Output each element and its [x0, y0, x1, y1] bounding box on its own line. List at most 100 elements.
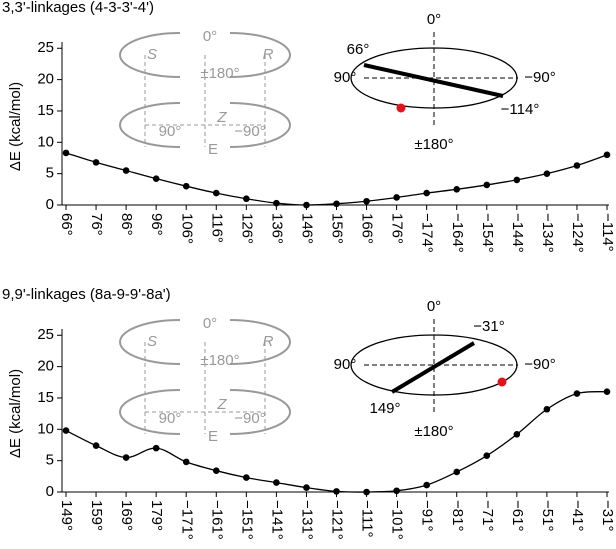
data-point	[423, 481, 430, 489]
data-point	[393, 487, 400, 495]
data-point	[182, 182, 190, 190]
data-point	[453, 186, 461, 193]
cylinder-top	[119, 32, 291, 78]
dial-bar-label: −114°	[501, 101, 540, 118]
data-point	[303, 484, 310, 491]
x-tick-label: −151°	[238, 500, 255, 540]
data-point	[363, 488, 370, 496]
x-tick-label: 136°	[268, 213, 285, 244]
cylinder-label: 90°	[159, 410, 182, 427]
chart-title: 3,3'-linkages (4-3-3'-4')	[2, 0, 154, 16]
dial-bar	[390, 341, 476, 394]
dial-label: −90°	[524, 69, 555, 86]
y-tick-label: 5	[46, 165, 54, 182]
data-point	[513, 176, 521, 184]
x-tick-label: 149°	[58, 500, 75, 531]
cylinder-label: 0°	[203, 315, 217, 332]
cylinder-bottom	[119, 389, 291, 435]
x-tick-label: 96°	[148, 213, 165, 236]
dial-label: 90°	[334, 69, 357, 86]
dial-label: 0°	[427, 298, 441, 315]
cylinder-label: S	[147, 333, 157, 350]
x-tick-label: 169°	[118, 500, 135, 531]
data-point	[513, 431, 521, 438]
y-tick-label: 25	[37, 39, 54, 56]
data-point	[92, 159, 100, 166]
x-tick-label: −114°	[599, 213, 616, 252]
x-tick-label: −131°	[298, 500, 315, 540]
data-point	[453, 468, 461, 476]
x-tick-label: 159°	[88, 500, 105, 531]
dial-label: −90°	[524, 356, 555, 373]
y-tick-label: 25	[37, 326, 54, 343]
y-tick-label: 20	[37, 71, 54, 88]
data-line	[65, 152, 608, 206]
cylinder-top	[119, 319, 291, 365]
dial-bar-label: −31°	[473, 318, 504, 335]
x-tick-label: −91°	[419, 500, 436, 531]
y-tick-label: 15	[37, 389, 54, 406]
y-tick-label: 20	[37, 358, 54, 375]
data-point	[273, 479, 280, 486]
cylinder-label: R	[263, 46, 274, 63]
x-tick-label: 76°	[88, 213, 105, 236]
dial-bar	[363, 63, 504, 98]
dial-label: 0°	[427, 11, 441, 28]
data-point	[152, 444, 160, 452]
data-point	[603, 388, 611, 395]
data-point	[212, 467, 220, 474]
y-tick-label: 10	[37, 133, 54, 150]
x-tick-label: 166°	[359, 213, 376, 244]
data-point	[363, 197, 370, 205]
x-tick-label: 146°	[298, 213, 315, 244]
y-tick-label: 0	[46, 483, 54, 500]
x-tick-label: −61°	[509, 500, 526, 531]
data-point	[423, 189, 430, 197]
data-point	[152, 175, 160, 182]
x-tick-label: −174°	[419, 213, 436, 253]
data-line	[65, 391, 608, 493]
x-tick-label: 126°	[238, 213, 255, 244]
data-point	[543, 405, 551, 413]
y-axis-label: ΔE (kcal/mol)	[7, 82, 24, 171]
y-tick-label: 10	[37, 420, 54, 437]
data-point	[333, 200, 340, 208]
y-axis-label: ΔE (kcal/mol)	[7, 369, 24, 458]
y-tick-label: 5	[46, 452, 54, 469]
data-point	[182, 458, 190, 466]
data-point	[273, 199, 280, 207]
y-tick-label: 0	[46, 196, 54, 213]
x-tick-label: 106°	[178, 213, 195, 244]
cylinder-label: E	[208, 141, 218, 158]
x-tick-label: −161°	[208, 500, 225, 540]
x-tick-label: −134°	[539, 213, 556, 253]
data-point	[603, 151, 611, 159]
dial-label: ±180°	[414, 136, 453, 153]
data-point	[62, 427, 70, 434]
data-point	[483, 452, 491, 459]
data-point	[92, 442, 100, 449]
data-point	[62, 149, 70, 157]
x-tick-label: 179°	[148, 500, 165, 531]
cylinder-label: ±180°	[200, 352, 239, 369]
cylinder-label: E	[208, 428, 218, 445]
data-point	[122, 167, 130, 174]
x-tick-label: 86°	[118, 213, 135, 236]
dial-bar-label: 149°	[369, 400, 400, 417]
x-tick-label: −71°	[479, 500, 496, 531]
x-tick-label: −171°	[178, 500, 195, 540]
data-point	[573, 162, 581, 169]
x-tick-label: −164°	[449, 213, 466, 253]
cylinder-bottom	[119, 102, 291, 148]
data-point	[243, 195, 250, 203]
x-tick-label: −111°	[359, 500, 376, 538]
cylinder-label: R	[263, 333, 274, 350]
x-tick-label: 116°	[208, 213, 225, 243]
dial-bar-label: 66°	[347, 41, 370, 58]
data-point	[393, 194, 400, 201]
x-tick-label: −121°	[329, 500, 346, 540]
cylinder-label: −90°	[234, 123, 265, 140]
x-tick-label: −144°	[509, 213, 526, 253]
dial-label: 90°	[334, 356, 357, 373]
